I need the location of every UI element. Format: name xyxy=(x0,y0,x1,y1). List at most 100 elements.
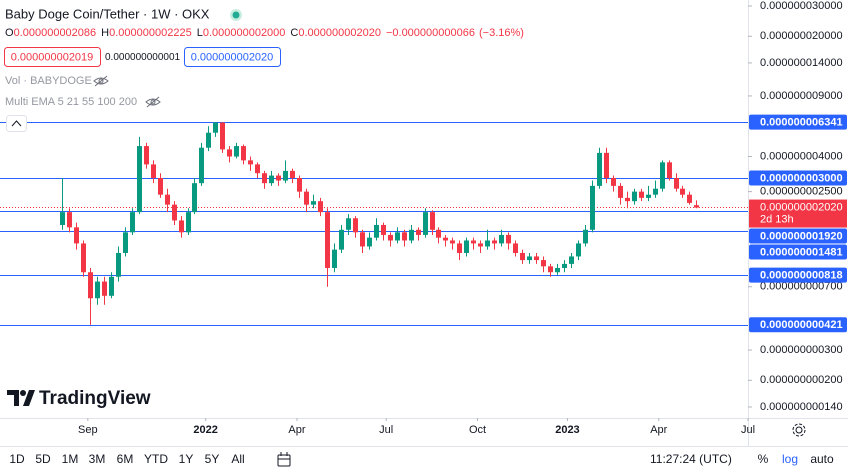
sell-button[interactable] xyxy=(4,47,101,67)
candle-body xyxy=(206,132,211,148)
candle-body xyxy=(395,232,400,241)
candle-body xyxy=(227,149,232,157)
brand-name: TradingView xyxy=(39,388,151,409)
candle-body xyxy=(506,234,511,244)
ohlc-value: 0.000000002225 xyxy=(109,27,192,39)
candle-body xyxy=(443,237,448,241)
candle-body xyxy=(527,256,532,261)
range-button[interactable]: 5D xyxy=(35,452,51,466)
candle-body xyxy=(179,220,184,233)
candle-body xyxy=(534,256,539,261)
x-tick-label: Jul xyxy=(741,424,755,436)
scale-option[interactable]: % xyxy=(758,452,769,466)
candle-body xyxy=(541,260,546,267)
ohlc-key: O xyxy=(5,27,14,39)
y-tick-label: 0.000000004000 xyxy=(760,150,843,162)
candle-body xyxy=(450,240,455,244)
symbol-title: Baby Doge Coin/Tether · 1W · OKX xyxy=(5,6,210,21)
candle-body xyxy=(618,185,623,198)
overlay: Baby Doge Coin/Tether · 1W · OKX O 0.0000… xyxy=(4,6,806,467)
sell-price[interactable]: 0.000000002019 xyxy=(11,51,94,63)
candle-body xyxy=(81,243,86,273)
candle-body xyxy=(102,281,107,296)
countdown: 2d 13h xyxy=(760,213,794,225)
candle-body xyxy=(186,212,191,233)
horizontal-line-label: 0.000000000421 xyxy=(760,319,843,331)
indicator-label[interactable]: Vol · BABYDOGE xyxy=(5,75,92,87)
candle-body xyxy=(151,164,156,179)
buy-button[interactable] xyxy=(184,47,281,67)
horizontal-line-box xyxy=(749,317,847,333)
candle-body xyxy=(332,249,337,268)
candle-body xyxy=(464,240,469,253)
candle-body xyxy=(409,229,414,241)
candle-body xyxy=(165,194,170,205)
candle-body xyxy=(144,146,149,165)
range-button[interactable]: 3M xyxy=(89,452,106,466)
range-button[interactable]: All xyxy=(231,452,244,466)
range-button[interactable]: YTD xyxy=(144,452,168,466)
collapse-button[interactable] xyxy=(6,115,27,132)
candle-body xyxy=(436,229,441,238)
change-percent: (−3.16%) xyxy=(479,27,524,39)
ohlc-key: C xyxy=(290,27,298,39)
candle-body xyxy=(304,191,309,205)
candle-body xyxy=(646,194,651,198)
range-button[interactable]: 6M xyxy=(117,452,134,466)
candle-body xyxy=(137,146,142,213)
y-tick-label: 0.000000002500 xyxy=(760,186,843,198)
scale-option[interactable]: auto xyxy=(810,452,834,466)
horizontal-line-label: 0.000000000818 xyxy=(760,270,843,282)
horizontal-line-label: 0.000000001920 xyxy=(760,230,843,242)
x-tick-label: Apr xyxy=(650,424,667,436)
candle-body xyxy=(694,205,699,208)
candle-body xyxy=(88,272,93,299)
candle-body xyxy=(402,232,407,241)
candle-body xyxy=(388,234,393,241)
x-tick-label: Jul xyxy=(379,424,393,436)
candle-body xyxy=(172,204,177,221)
candle-body xyxy=(339,229,344,250)
candle-body xyxy=(499,234,504,244)
horizontal-line-box xyxy=(749,114,847,130)
candle-body xyxy=(318,201,323,213)
settings-icon[interactable] xyxy=(792,423,806,437)
candle-body xyxy=(95,281,100,299)
candle-body xyxy=(597,152,602,186)
range-button[interactable]: 1D xyxy=(9,452,25,466)
candle-body xyxy=(625,197,630,202)
spread: 0.000000000001 xyxy=(105,52,181,63)
candle-body xyxy=(492,240,497,244)
y-tick-label: 0.000000009000 xyxy=(760,90,843,102)
candle-body xyxy=(660,162,665,189)
candle-body xyxy=(241,146,246,161)
candle-body xyxy=(374,224,379,238)
candle-body xyxy=(311,201,316,205)
clock[interactable]: 11:27:24 (UTC) xyxy=(650,452,732,466)
candle-body xyxy=(297,178,302,192)
candle-body xyxy=(687,194,692,203)
ohlc-value: 0.000000002000 xyxy=(203,27,286,39)
scale-option[interactable]: log xyxy=(782,452,798,466)
hide-icon[interactable] xyxy=(145,96,161,108)
candle-body xyxy=(653,188,658,195)
candle-body xyxy=(74,227,79,244)
hide-icon[interactable] xyxy=(93,75,109,87)
y-tick-label: 0.000000020000 xyxy=(760,30,843,42)
candle-body xyxy=(639,191,644,198)
candle-body xyxy=(548,266,553,273)
y-tick-label: 0.000000000300 xyxy=(760,344,843,356)
y-tick-label: 0.000000000140 xyxy=(760,401,843,413)
candle-body xyxy=(611,178,616,186)
range-button[interactable]: 1M xyxy=(62,452,79,466)
goto-date-icon[interactable] xyxy=(277,452,291,467)
range-button[interactable]: 1Y xyxy=(179,452,194,466)
last-price-box xyxy=(749,199,847,228)
range-button[interactable]: 5Y xyxy=(205,452,220,466)
indicator-label[interactable]: Multi EMA 5 21 55 100 200 xyxy=(5,96,137,108)
candle-body xyxy=(513,243,518,253)
buy-price[interactable]: 0.000000002020 xyxy=(191,51,274,63)
candle-body xyxy=(269,175,274,184)
candle-body xyxy=(632,191,637,202)
candle-body xyxy=(569,256,574,264)
